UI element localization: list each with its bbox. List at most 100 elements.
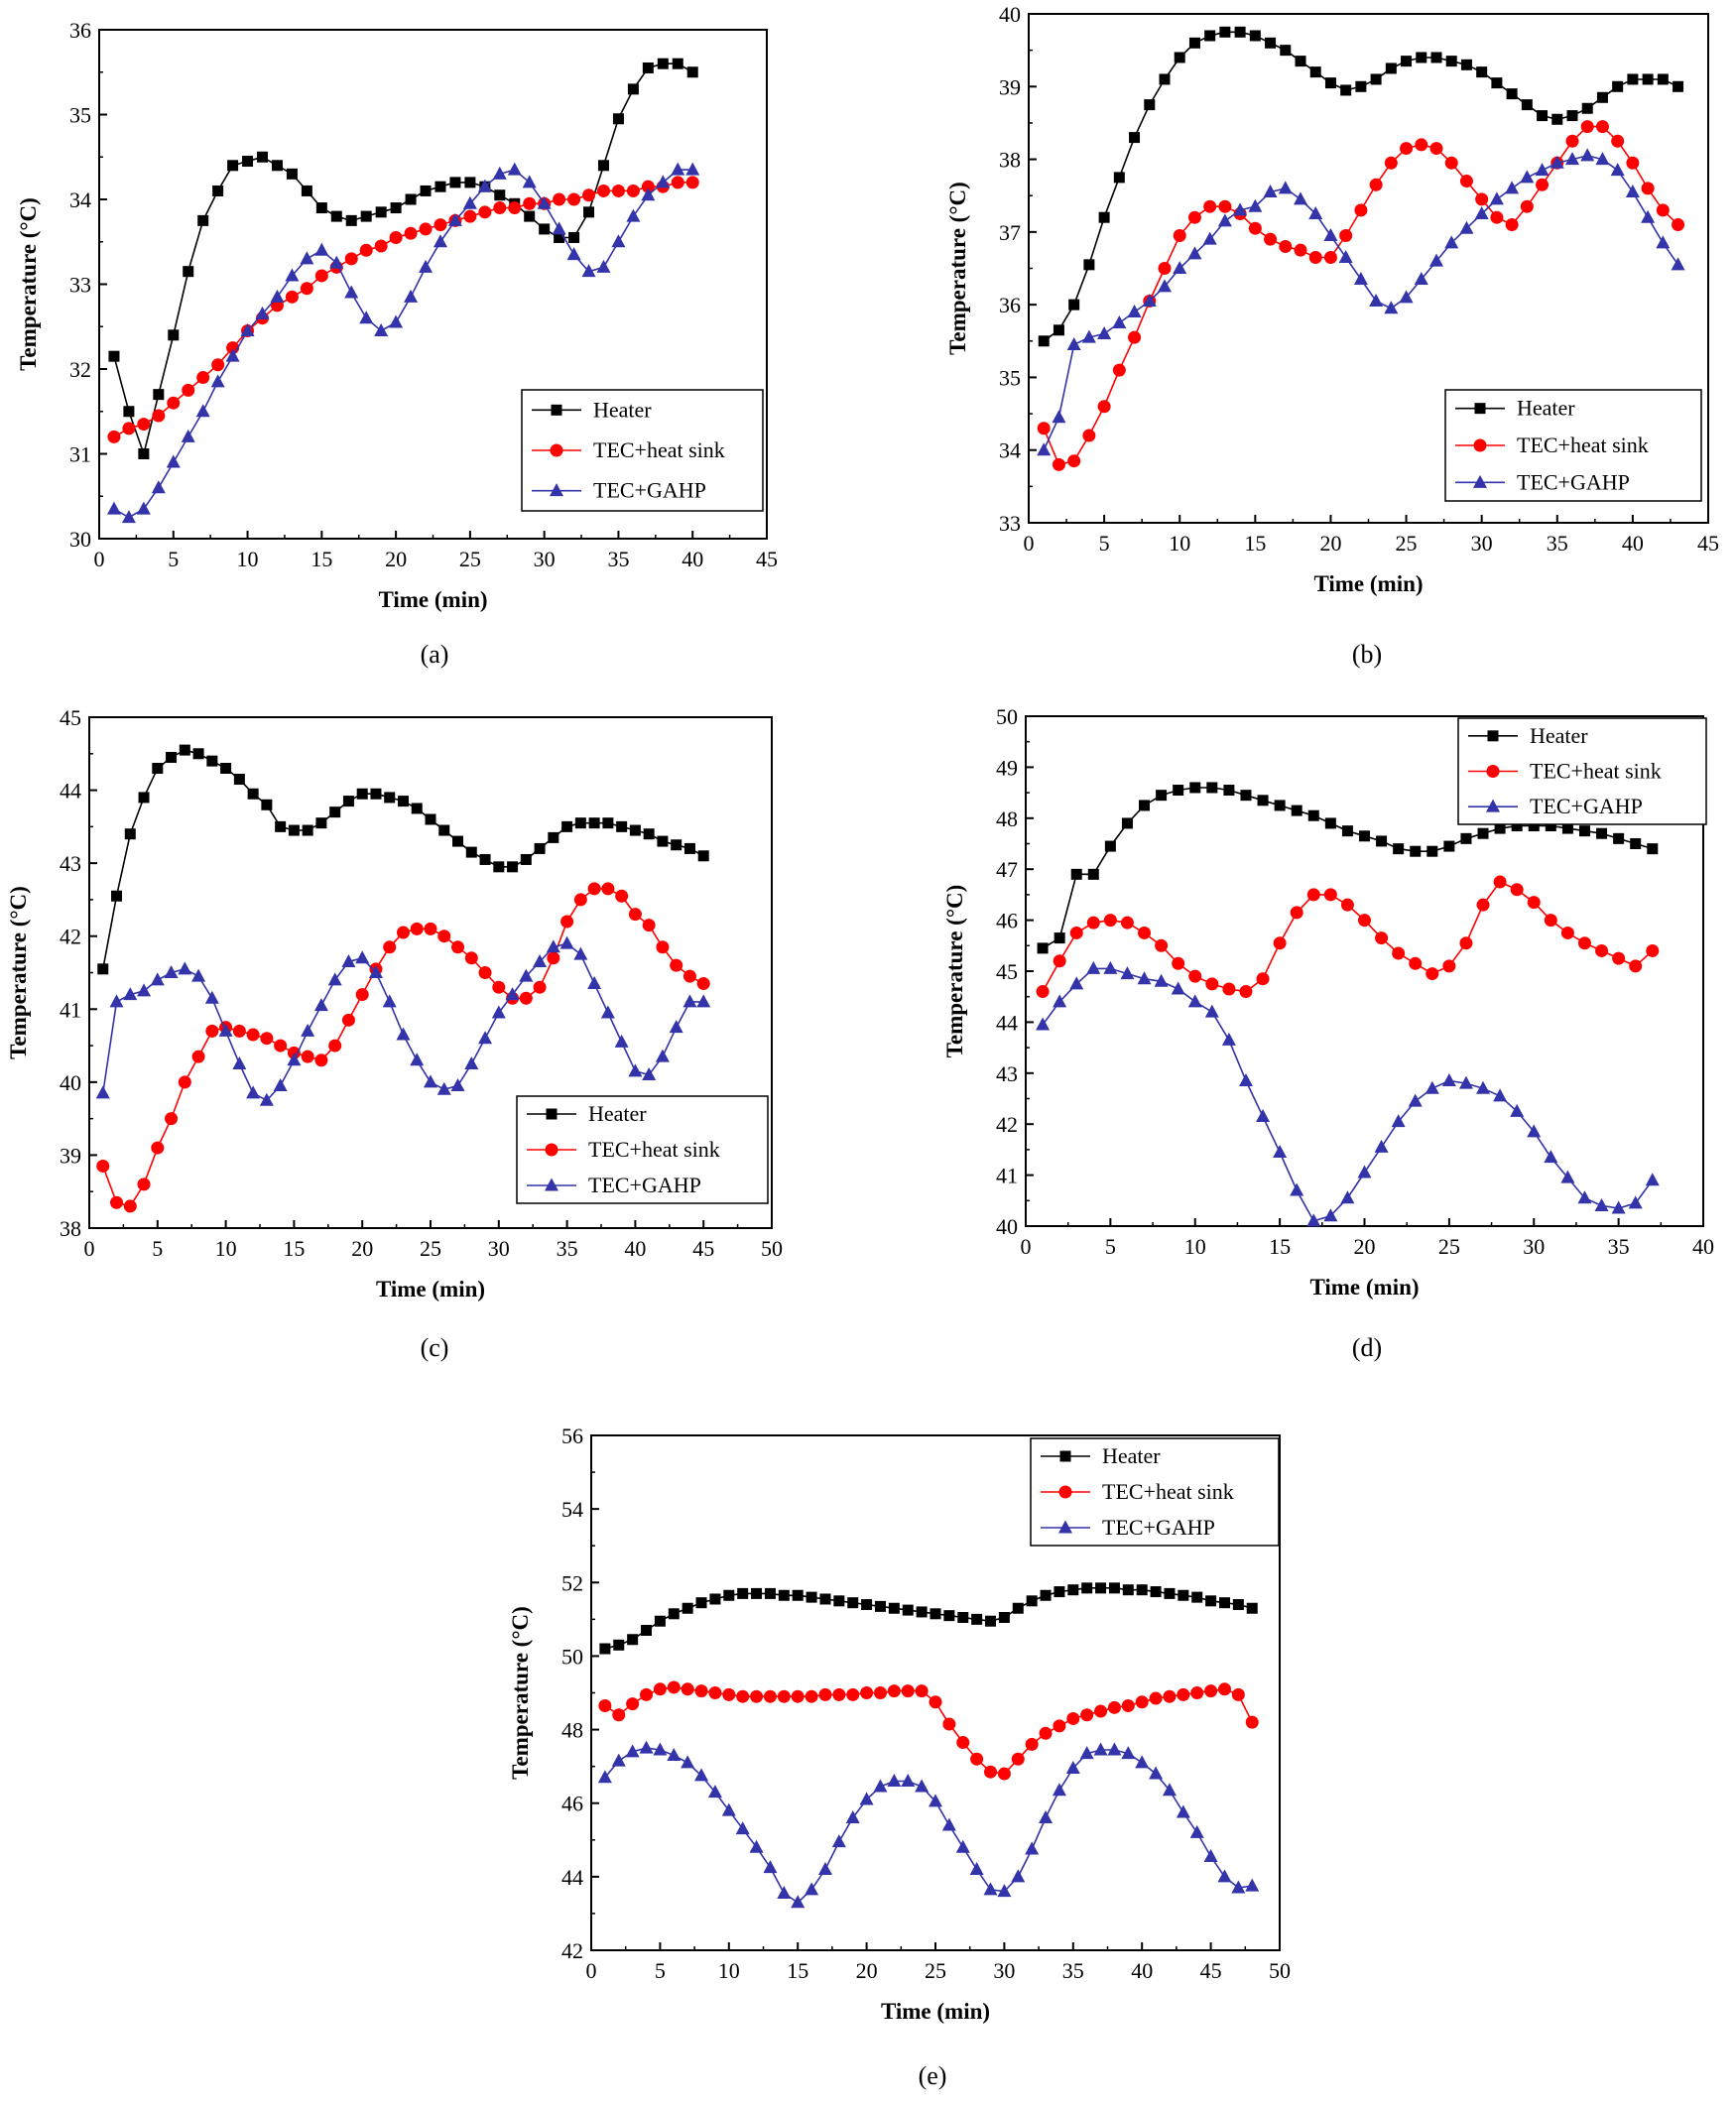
data-point <box>685 162 700 176</box>
data-point <box>151 480 166 494</box>
legend-entry-label: TEC+heat sink <box>588 1137 720 1162</box>
data-point <box>596 184 610 197</box>
data-point <box>1596 91 1608 103</box>
x-tick-label: 5 <box>152 1236 163 1261</box>
data-point <box>561 820 573 832</box>
data-point <box>302 824 313 836</box>
data-point <box>270 289 285 303</box>
x-tick-label: 45 <box>692 1236 714 1261</box>
data-point <box>507 162 522 176</box>
data-point <box>1162 1783 1177 1797</box>
x-tick-label: 45 <box>756 547 778 571</box>
y-tick-label: 34 <box>999 438 1021 463</box>
x-tick-label: 35 <box>1608 1234 1630 1259</box>
series-tec-gahp <box>106 162 700 524</box>
legend-swatch-marker <box>545 1178 558 1191</box>
data-point <box>614 1034 629 1048</box>
x-tick-label: 25 <box>459 547 481 571</box>
data-point <box>653 1682 667 1696</box>
data-point <box>1219 26 1231 38</box>
data-point <box>791 1895 806 1909</box>
data-point <box>152 409 166 423</box>
data-point <box>327 972 342 986</box>
data-point <box>736 1689 750 1703</box>
data-point <box>969 1861 984 1875</box>
x-axis-title: Time (min) <box>881 1999 990 2024</box>
data-point <box>478 966 492 979</box>
y-tick-label: 41 <box>60 997 81 1022</box>
data-point <box>1628 1195 1643 1209</box>
y-axis-title: Temperature (°C) <box>6 886 31 1059</box>
data-point <box>1239 985 1253 999</box>
data-point <box>1191 1591 1203 1603</box>
data-point <box>1190 1686 1204 1699</box>
data-point <box>672 58 683 69</box>
legend-entry-label: Heater <box>1530 723 1588 748</box>
data-point <box>1113 172 1125 184</box>
data-point <box>1174 52 1185 63</box>
x-tick-label: 40 <box>1622 531 1644 556</box>
y-tick-label: 44 <box>996 1010 1018 1035</box>
legend-entry-label: Heater <box>1102 1443 1161 1468</box>
data-point <box>1355 80 1367 92</box>
data-point <box>1249 30 1261 42</box>
data-point <box>792 1589 804 1601</box>
data-point <box>1231 1687 1245 1701</box>
data-point <box>942 1717 956 1731</box>
data-point <box>626 208 641 222</box>
data-point <box>534 842 546 854</box>
data-point <box>547 951 560 965</box>
data-point <box>539 223 551 235</box>
data-point <box>1066 336 1081 350</box>
data-point <box>1025 1841 1040 1855</box>
data-point <box>463 209 477 223</box>
data-point <box>288 824 300 836</box>
data-point <box>192 748 204 760</box>
data-point <box>477 179 492 192</box>
data-point <box>259 1092 274 1106</box>
data-point <box>997 1767 1011 1781</box>
data-point <box>1274 800 1286 811</box>
data-point <box>1173 785 1184 797</box>
x-tick-label: 15 <box>1244 531 1266 556</box>
series-tec-gahp <box>95 935 711 1106</box>
y-axis-title: Temperature (°C) <box>16 197 41 371</box>
data-point <box>1671 257 1685 271</box>
series-line <box>113 182 693 438</box>
data-point <box>1369 293 1384 307</box>
data-point <box>355 988 369 1002</box>
data-point <box>1103 914 1117 928</box>
data-point <box>1173 261 1187 274</box>
y-tick-label: 32 <box>69 357 91 382</box>
data-point <box>232 1055 247 1069</box>
data-point <box>629 824 641 836</box>
data-point <box>1144 99 1156 111</box>
data-point <box>1097 400 1111 414</box>
data-point <box>1135 1755 1150 1769</box>
data-point <box>1122 1584 1134 1596</box>
y-tick-label: 44 <box>561 1865 583 1890</box>
data-point <box>668 1608 680 1620</box>
data-point <box>424 1074 437 1088</box>
data-point <box>519 968 534 982</box>
data-point <box>611 184 625 197</box>
legend-swatch-marker <box>546 1108 558 1120</box>
legend-entry-label: TEC+heat sink <box>1517 433 1649 457</box>
data-point <box>686 66 698 78</box>
data-point <box>166 454 181 468</box>
data-point <box>902 1604 914 1616</box>
data-point <box>345 214 357 226</box>
data-point <box>178 961 192 975</box>
data-point <box>1401 56 1413 67</box>
data-point <box>612 1708 626 1722</box>
series-line <box>1043 31 1678 342</box>
data-point <box>492 980 506 994</box>
data-point <box>410 922 424 935</box>
data-point <box>1155 938 1169 952</box>
data-point <box>1445 56 1457 67</box>
data-point <box>1011 1869 1026 1883</box>
data-point <box>1136 1584 1148 1596</box>
data-point <box>682 1602 693 1614</box>
y-tick-label: 39 <box>999 74 1021 99</box>
panel-label: (c) <box>421 1333 449 1362</box>
